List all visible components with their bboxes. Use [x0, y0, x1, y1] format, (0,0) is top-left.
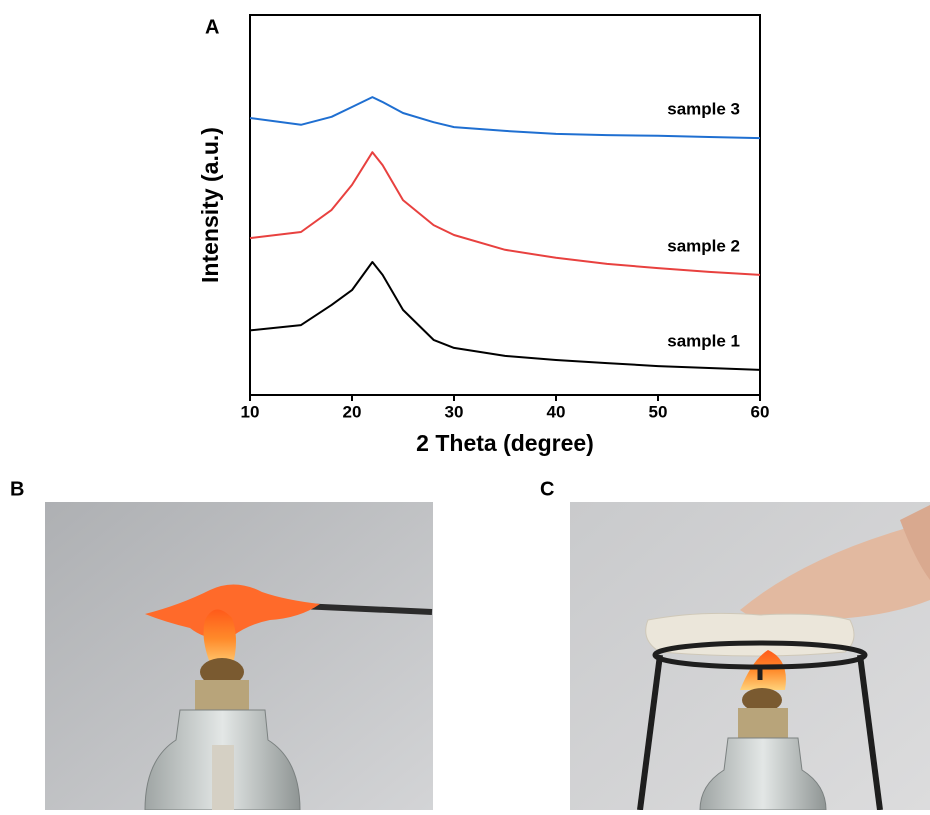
x-tick-label: 40 — [547, 402, 566, 421]
series-label: sample 3 — [667, 100, 740, 119]
series-line — [249, 261, 761, 371]
series-line — [249, 96, 761, 140]
panel-label: A — [205, 16, 219, 38]
y-axis-label: Intensity (a.u.) — [197, 127, 223, 283]
x-tick-label: 60 — [751, 402, 770, 421]
xrd-chart: 10 20 30 40 50 60 2 Theta (degree) Intensity (a… — [197, 14, 770, 456]
panel-label: B — [10, 478, 24, 500]
x-tick-label: 50 — [649, 402, 668, 421]
series-label: sample 2 — [667, 236, 740, 255]
panel-label: C — [540, 478, 554, 500]
x-tick-label: 10 — [241, 402, 260, 421]
x-tick-label: 20 — [343, 402, 362, 421]
series-line — [249, 151, 761, 276]
plot-frame — [249, 14, 761, 396]
series-label: sample 1 — [667, 331, 740, 350]
x-tick-label: 30 — [445, 402, 464, 421]
x-axis-label: 2 Theta (degree) — [416, 430, 594, 456]
photo-b — [45, 502, 433, 811]
photo-c — [570, 502, 930, 811]
